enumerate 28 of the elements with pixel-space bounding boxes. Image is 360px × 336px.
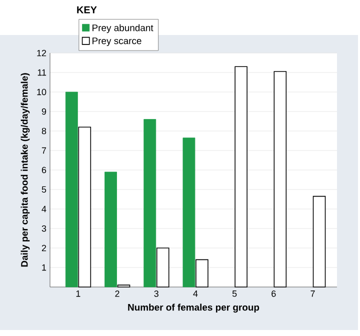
x-tick-label: 2	[115, 290, 120, 297]
y-tick-label: 11	[38, 69, 46, 76]
legend-title: KEY	[77, 6, 97, 14]
bar	[65, 92, 78, 288]
x-tick-label: 1	[76, 290, 80, 297]
x-tick-label: 3	[154, 290, 158, 297]
y-tick-label: 12	[37, 50, 46, 56]
x-axis-title: Number of females per group	[128, 304, 260, 313]
x-tick-label: 6	[272, 290, 276, 297]
legend-label: Prey scarce	[92, 38, 142, 46]
y-tick-label: 7	[42, 147, 46, 154]
bar	[144, 119, 156, 288]
x-tick-label: 7	[310, 290, 315, 297]
y-tick-label: 8	[42, 128, 46, 134]
y-axis-title: Daily per capita food intake (kg/day/female)	[20, 73, 30, 267]
y-tick-label: 3	[42, 225, 46, 232]
y-tick-label: 5	[42, 186, 46, 193]
bar	[182, 138, 196, 288]
legend-label: Prey abundant	[92, 24, 154, 34]
y-tick-label: 4	[42, 206, 46, 212]
y-tick-label: 9	[42, 108, 46, 115]
y-tick-label: 6	[42, 166, 46, 174]
y-tick-label: 10	[37, 88, 46, 96]
bar	[104, 172, 117, 288]
x-tick-label: 4	[193, 290, 198, 297]
y-tick-label: 1	[42, 264, 46, 271]
x-tick-label: 5	[232, 290, 237, 297]
y-tick-label: 2	[42, 244, 46, 252]
